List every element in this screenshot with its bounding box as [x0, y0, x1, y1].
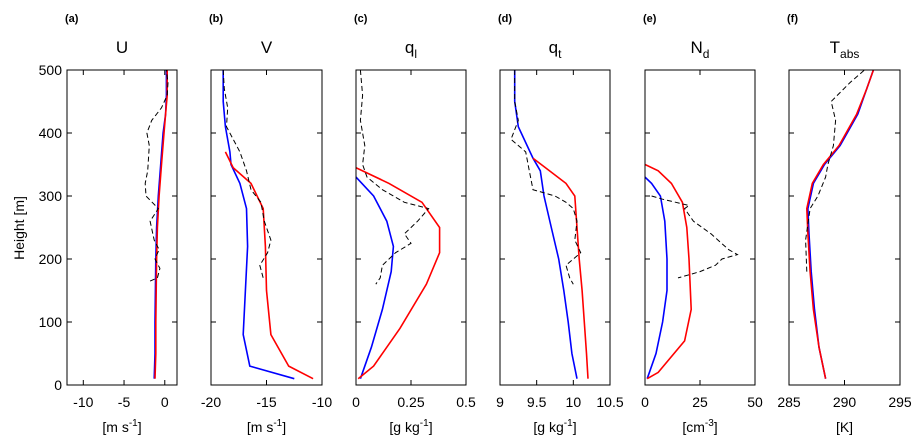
panel-5-xtick-label-1: 290 — [833, 394, 857, 410]
panel-0-xtick-label-1: -5 — [118, 394, 131, 410]
panel-3-series-group — [510, 70, 589, 379]
panel-2-unit-label: [g kg-1] — [389, 418, 432, 435]
panel-5-xtick-label-0: 285 — [777, 394, 801, 410]
panel-3-tag: (d) — [498, 13, 512, 25]
panel-2-series-group — [356, 70, 441, 380]
y-axis-label: Height [m] — [11, 196, 27, 260]
panel-2-title-subscript: l — [414, 47, 417, 61]
panel-2-xtick-label-2: 0.5 — [456, 394, 476, 410]
panel-2-title-main: q — [405, 38, 414, 57]
panel-0-series-1 — [154, 70, 168, 379]
panel-5-title-main: T — [830, 38, 840, 57]
panel-3: (d) qt 9 9.5 10 10.5 [g kg-1] — [496, 13, 624, 435]
panel-5-series-1 — [805, 70, 875, 379]
panel-4-title-subscript: d — [703, 47, 710, 61]
panel-3-xtick-label-0: 9 — [496, 394, 504, 410]
panel-2-series-1 — [356, 166, 441, 380]
panel-1-unit-label: [m s-1] — [247, 418, 286, 435]
panel-1-title: V — [261, 38, 273, 57]
panel-5: (f) Tabs 285 290 295 [K] — [777, 13, 912, 435]
panel-0-frame — [66, 69, 178, 386]
panel-4-series-group — [645, 163, 739, 380]
panel-3-xtick-label-2: 10 — [566, 394, 582, 410]
panel-5-tag: (f) — [787, 13, 798, 25]
panel-5-series-0 — [807, 70, 875, 379]
ytick-label-3: 300 — [39, 188, 63, 204]
panel-4-xtick-label-0: 0 — [641, 394, 649, 410]
panel-0-unit-label: [m s-1] — [102, 418, 141, 435]
panel-5-unit-label: [K] — [836, 419, 853, 435]
panel-5-title-subscript: abs — [840, 47, 859, 61]
panel-4-frame — [644, 69, 756, 386]
panel-0-tag: (a) — [65, 13, 79, 25]
panel-5-series-group — [805, 70, 875, 379]
panel-5-title: Tabs — [830, 38, 860, 61]
panel-3-frame — [499, 69, 611, 386]
panel-2-title: ql — [405, 38, 417, 61]
panel-1-tag: (b) — [209, 13, 223, 25]
ytick-label-5: 500 — [39, 62, 63, 78]
panel-3-unit-label: [g kg-1] — [533, 418, 576, 435]
panel-4-title: Nd — [691, 38, 710, 61]
panel-5-xtick-label-2: 295 — [888, 394, 912, 410]
panel-1-xtick-label-1: -15 — [256, 394, 276, 410]
panel-0-title: U — [116, 38, 128, 57]
panel-0-series-2 — [144, 70, 169, 282]
panel-5-frame — [788, 69, 901, 386]
panel-4: (e) Nd 0 25 50 [cm-3] — [641, 13, 763, 435]
panel-1-xtick-label-0: -20 — [201, 394, 221, 410]
panel-3-series-2 — [510, 70, 582, 285]
panel-4-xtick-label-2: 50 — [747, 394, 763, 410]
panel-0-xtick-label-2: 0 — [161, 394, 169, 410]
panel-3-xtick-label-3: 10.5 — [596, 394, 623, 410]
panel-3-series-0 — [513, 70, 578, 379]
panel-0-xtick-label-0: -10 — [73, 394, 93, 410]
panel-2-series-2 — [359, 70, 430, 285]
panel-1: (b) V -20 -15 -10 [m s-1] — [201, 13, 332, 435]
panel-2-series-0 — [356, 176, 395, 379]
panel-4-series-2 — [651, 195, 739, 279]
panel-1-frame — [210, 69, 323, 386]
panel-1-series-0 — [222, 70, 295, 380]
panel-2: (c) ql 0 0.25 0.5 [g kg-1] — [352, 13, 476, 435]
panel-5-series-2 — [805, 70, 865, 272]
panel-1-xtick-label-2: -10 — [312, 394, 332, 410]
panel-4-xtick-label-1: 25 — [692, 394, 708, 410]
panel-4-tag: (e) — [643, 13, 657, 25]
panel-0-series-group — [144, 70, 169, 379]
panel-4-unit-label: [cm-3] — [682, 418, 717, 435]
panel-4-series-0 — [645, 176, 668, 379]
panel-4-title-main: N — [691, 38, 703, 57]
panel-2-xtick-label-1: 0.25 — [397, 394, 424, 410]
panel-0: (a) U -10 -5 0 0 100 200 300 400 500 [m s-1] — [39, 13, 178, 435]
panel-3-title-main: q — [549, 38, 558, 57]
panel-2-xtick-label-0: 0 — [352, 394, 360, 410]
panel-1-series-2 — [222, 70, 272, 279]
panel-2-tag: (c) — [354, 13, 368, 25]
ytick-label-1: 100 — [39, 314, 63, 330]
panel-1-series-group — [222, 70, 314, 380]
panel-3-title-subscript: t — [558, 47, 562, 61]
panel-3-title: qt — [549, 38, 562, 61]
panel-3-xtick-label-1: 9.5 — [527, 394, 547, 410]
panel-4-series-1 — [645, 163, 693, 380]
ytick-label-4: 400 — [39, 125, 63, 141]
ytick-label-0: 0 — [54, 377, 62, 393]
panel-0-title-main: U — [116, 38, 128, 57]
panel-1-title-main: V — [261, 38, 273, 57]
ytick-label-2: 200 — [39, 251, 63, 267]
panel-1-series-1 — [224, 151, 314, 380]
panel-3-series-1 — [532, 157, 589, 379]
